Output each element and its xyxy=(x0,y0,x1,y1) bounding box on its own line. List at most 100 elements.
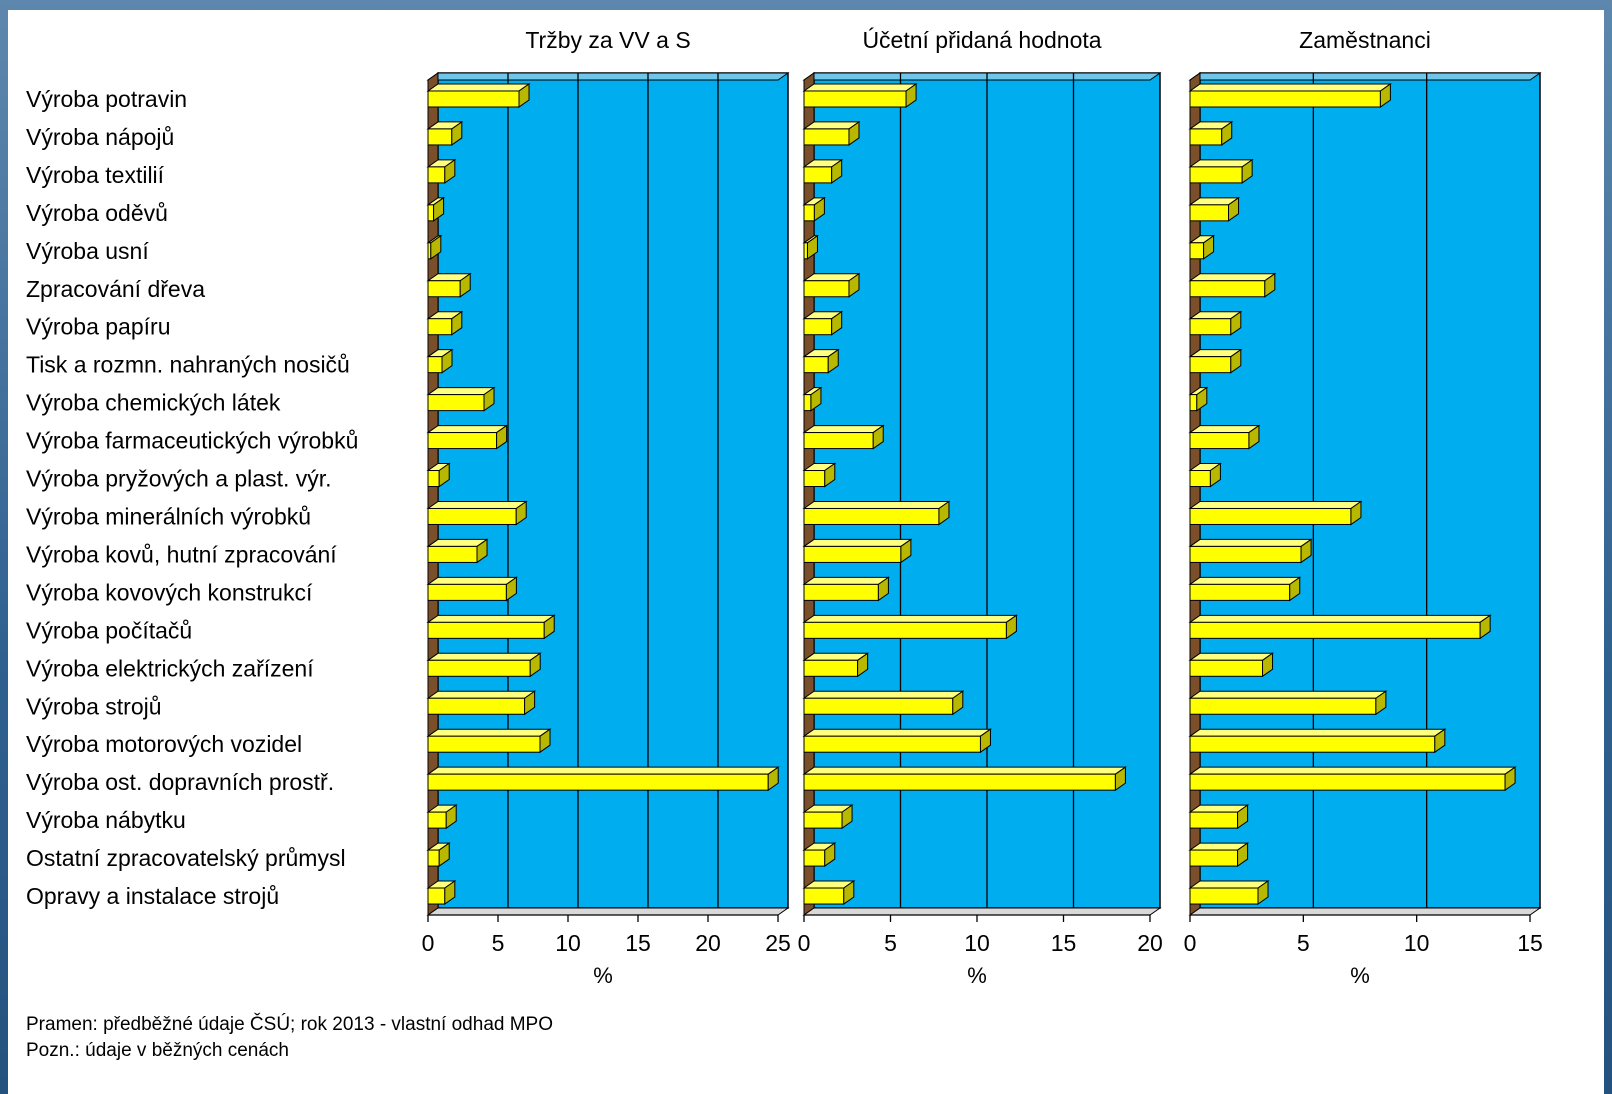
bar-top-face xyxy=(426,728,552,737)
bar-top-face xyxy=(802,425,885,434)
bar-top-face xyxy=(1188,273,1277,282)
bar-end-face xyxy=(1289,576,1301,602)
bar xyxy=(426,83,531,108)
bar-end-face xyxy=(872,424,884,450)
bar-end-face xyxy=(524,690,536,716)
remark-note: Pozn.: údaje v běžných cenách xyxy=(26,1040,289,1061)
bar xyxy=(802,234,820,260)
bar xyxy=(1188,766,1517,792)
bar-front-face xyxy=(803,356,829,374)
bar-front-face xyxy=(1189,432,1250,450)
bar xyxy=(1188,310,1243,336)
category-label: Výroba textilií xyxy=(26,162,165,188)
bar-end-face xyxy=(1375,690,1387,716)
category-label: Výroba kovových konstrukcí xyxy=(26,579,313,605)
bar-top-face xyxy=(802,766,1127,775)
bar-end-face xyxy=(496,424,508,450)
bar xyxy=(1188,728,1447,754)
bar-end-face xyxy=(476,538,488,564)
bar-front-face xyxy=(427,394,485,412)
x-tick-label: 20 xyxy=(695,930,721,956)
category-label: Výroba kovů, hutní zpracování xyxy=(26,541,337,567)
bar xyxy=(426,728,552,754)
bar xyxy=(1188,424,1261,450)
x-tick-label: 15 xyxy=(1051,930,1077,956)
bar-front-face xyxy=(803,773,1116,791)
plot-floor xyxy=(426,907,790,916)
bar xyxy=(426,120,464,146)
x-axis-label: % xyxy=(967,963,987,988)
bar xyxy=(426,500,528,526)
plot-top-edge xyxy=(426,72,790,81)
bar-front-face xyxy=(1189,394,1198,412)
bar-front-face xyxy=(1189,470,1211,488)
bar-end-face xyxy=(515,500,527,526)
bar-front-face xyxy=(427,583,507,601)
bar-front-face xyxy=(803,242,808,260)
category-label: Výroba pryžových a plast. výr. xyxy=(26,466,332,492)
bar xyxy=(802,880,856,905)
category-label: Výroba farmaceutických výrobků xyxy=(26,428,358,454)
panel-title: Tržby za VV a S xyxy=(525,27,690,53)
bar xyxy=(426,652,542,678)
bar-front-face xyxy=(427,280,461,298)
bar-end-face xyxy=(444,158,456,184)
bar-end-face xyxy=(1248,424,1260,450)
bar-end-face xyxy=(445,804,457,830)
bar xyxy=(426,234,443,260)
bar-end-face xyxy=(518,83,530,108)
bar-top-face xyxy=(1188,83,1392,92)
bar xyxy=(1188,500,1363,526)
bar-end-face xyxy=(952,690,964,716)
bar-end-face xyxy=(900,538,912,564)
bar-end-face xyxy=(438,842,450,868)
bar xyxy=(426,272,472,298)
bar-front-face xyxy=(803,621,1007,639)
bar-front-face xyxy=(803,90,907,108)
bar-top-face xyxy=(426,766,780,775)
bar-front-face xyxy=(803,659,859,677)
x-tick-label: 10 xyxy=(964,930,990,956)
plot-floor xyxy=(802,907,1162,916)
x-axis-label: % xyxy=(593,963,613,988)
bar xyxy=(1188,386,1209,412)
bar-end-face xyxy=(1230,348,1242,374)
bar xyxy=(802,500,951,526)
bar-top-face xyxy=(1188,728,1447,737)
source-note: Pramen: předběžné údaje ČSÚ; rok 2013 - … xyxy=(26,1013,553,1035)
bar-end-face xyxy=(1350,500,1362,526)
bar xyxy=(1188,690,1388,716)
bar xyxy=(1188,272,1277,298)
bar xyxy=(802,386,823,412)
bar-top-face xyxy=(802,652,870,661)
bar xyxy=(426,462,451,488)
bar-top-face xyxy=(802,614,1018,623)
bar-front-face xyxy=(803,507,940,525)
bar-end-face xyxy=(848,120,860,146)
x-tick-label: 5 xyxy=(492,930,505,956)
x-tick-label: 15 xyxy=(625,930,651,956)
bar-end-face xyxy=(430,234,442,260)
bar-front-face xyxy=(1189,507,1352,525)
bar-end-face xyxy=(831,310,843,336)
bar-front-face xyxy=(427,432,498,450)
bar xyxy=(1188,842,1250,868)
bar-top-face xyxy=(426,614,556,623)
bar-end-face xyxy=(938,500,950,526)
bar-front-face xyxy=(803,280,850,298)
bar-end-face xyxy=(827,348,839,374)
category-label: Výroba usní xyxy=(26,238,149,264)
chart-panel: Výroba potravin Výroba nápojů Výroba texti… xyxy=(8,10,1604,1094)
bar-front-face xyxy=(427,128,453,146)
bar-front-face xyxy=(1189,90,1381,108)
bar-end-face xyxy=(451,120,463,146)
bar xyxy=(802,462,837,488)
bar-front-face xyxy=(1189,583,1291,601)
bar xyxy=(1188,83,1392,108)
bar xyxy=(1188,538,1313,564)
bar-front-face xyxy=(427,166,446,184)
category-labels: Výroba potravin Výroba nápojů Výroba texti… xyxy=(26,86,358,909)
bar xyxy=(802,196,826,222)
category-label: Tisk a rozmn. nahraných nosičů xyxy=(26,352,350,378)
bar-top-face xyxy=(426,652,542,661)
